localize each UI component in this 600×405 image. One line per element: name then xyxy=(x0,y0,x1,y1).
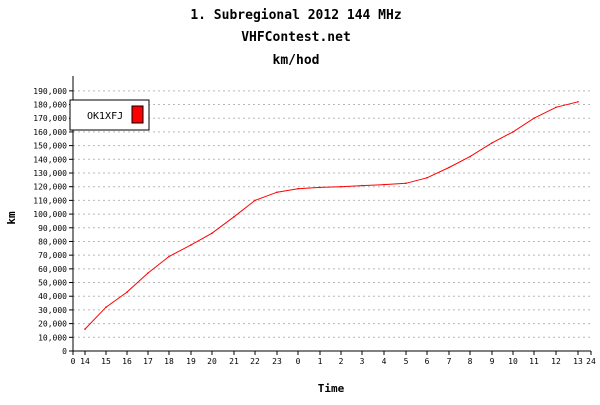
data-point xyxy=(276,191,278,193)
data-point xyxy=(340,185,342,188)
x-tick-label: 12 xyxy=(551,357,561,366)
data-point xyxy=(448,166,450,169)
x-axis-ticks: 0 14 15 16 17 18 19 20 21 22 23 0 1 2 3 4 5 6 7 8 9 10 11 12 13 2… xyxy=(71,351,596,366)
legend-swatch xyxy=(131,105,144,124)
data-point xyxy=(168,255,170,258)
data-point xyxy=(469,155,471,158)
x-tick-label: 8 xyxy=(468,357,473,366)
x-tick-label: 17 xyxy=(143,357,153,366)
data-point xyxy=(105,306,107,309)
y-tick-label: 120,000 xyxy=(33,183,67,192)
y-tick-label: 110,000 xyxy=(33,196,67,205)
x-tick-label: 16 xyxy=(122,357,132,366)
data-point xyxy=(555,106,557,109)
x-tick-label: 23 xyxy=(272,357,282,366)
x-tick-label: 15 xyxy=(101,357,111,366)
data-point xyxy=(319,186,321,189)
x-tick-label: 1 xyxy=(318,357,323,366)
y-tick-label: 30,000 xyxy=(38,306,67,315)
data-point xyxy=(254,199,256,202)
x-tick-label: 0 xyxy=(71,357,76,366)
y-tick-label: 180,000 xyxy=(33,101,67,110)
y-axis-label: km xyxy=(5,211,18,225)
x-tick-label: 19 xyxy=(186,357,196,366)
chart-subtitle-units: km/hod xyxy=(273,53,320,68)
y-tick-label: 90,000 xyxy=(38,224,67,233)
y-tick-label: 170,000 xyxy=(33,114,67,123)
x-tick-label: 6 xyxy=(425,357,430,366)
x-tick-label: 9 xyxy=(490,357,495,366)
y-tick-label: 80,000 xyxy=(38,237,67,246)
y-tick-label: 190,000 xyxy=(33,87,67,96)
y-axis-ticks: 0 10,000 20,000 30,000 40,000 50,000 60,000 70,… xyxy=(33,87,73,356)
x-tick-label: 22 xyxy=(250,357,260,366)
y-tick-label: 130,000 xyxy=(33,169,67,178)
data-point xyxy=(491,142,493,144)
data-point xyxy=(297,187,299,190)
legend-label: OK1XFJ xyxy=(87,111,123,122)
x-tick-label: 5 xyxy=(404,357,409,366)
data-point xyxy=(405,182,407,185)
x-tick-label: 21 xyxy=(229,357,239,366)
y-tick-label: 60,000 xyxy=(38,265,67,274)
data-point xyxy=(383,183,385,186)
data-point xyxy=(190,244,192,246)
y-tick-label: 160,000 xyxy=(33,128,67,137)
data-point xyxy=(533,117,535,119)
chart-title: 1. Subregional 2012 144 MHz xyxy=(190,8,401,23)
data-point xyxy=(512,131,514,133)
x-tick-label: 18 xyxy=(164,357,174,366)
data-point xyxy=(426,177,428,179)
x-tick-label: 0 xyxy=(296,357,301,366)
data-point xyxy=(233,216,235,218)
y-tick-label: 0 xyxy=(62,347,67,356)
x-tick-label: 2 xyxy=(339,357,344,366)
y-tick-label: 150,000 xyxy=(33,142,67,151)
x-tick-label: 13 xyxy=(573,357,583,366)
y-tick-label: 140,000 xyxy=(33,155,67,164)
x-tick-label: 10 xyxy=(508,357,518,366)
grid xyxy=(73,90,591,338)
data-point xyxy=(361,184,363,187)
y-tick-label: 20,000 xyxy=(38,320,67,329)
data-point xyxy=(147,272,149,274)
y-tick-label: 70,000 xyxy=(38,251,67,260)
y-tick-label: 10,000 xyxy=(38,333,67,342)
y-tick-label: 40,000 xyxy=(38,292,67,301)
chart-subtitle: VHFContest.net xyxy=(241,30,351,45)
series-layer xyxy=(84,101,579,330)
x-axis-label: Time xyxy=(318,382,345,395)
y-tick-label: 50,000 xyxy=(38,279,67,288)
y-tick-label: 100,000 xyxy=(33,210,67,219)
series-line-ok1xfj xyxy=(84,101,579,330)
x-tick-label: 24 xyxy=(586,357,596,366)
x-tick-label: 4 xyxy=(382,357,387,366)
data-point xyxy=(126,291,128,293)
x-tick-label: 14 xyxy=(80,357,90,366)
data-point xyxy=(577,101,579,103)
data-point xyxy=(211,232,213,234)
x-tick-label: 7 xyxy=(447,357,452,366)
legend: OK1XFJ xyxy=(69,99,150,131)
x-tick-label: 11 xyxy=(529,357,539,366)
data-point xyxy=(84,328,86,330)
x-tick-label: 20 xyxy=(207,357,217,366)
x-tick-label: 3 xyxy=(360,357,365,366)
